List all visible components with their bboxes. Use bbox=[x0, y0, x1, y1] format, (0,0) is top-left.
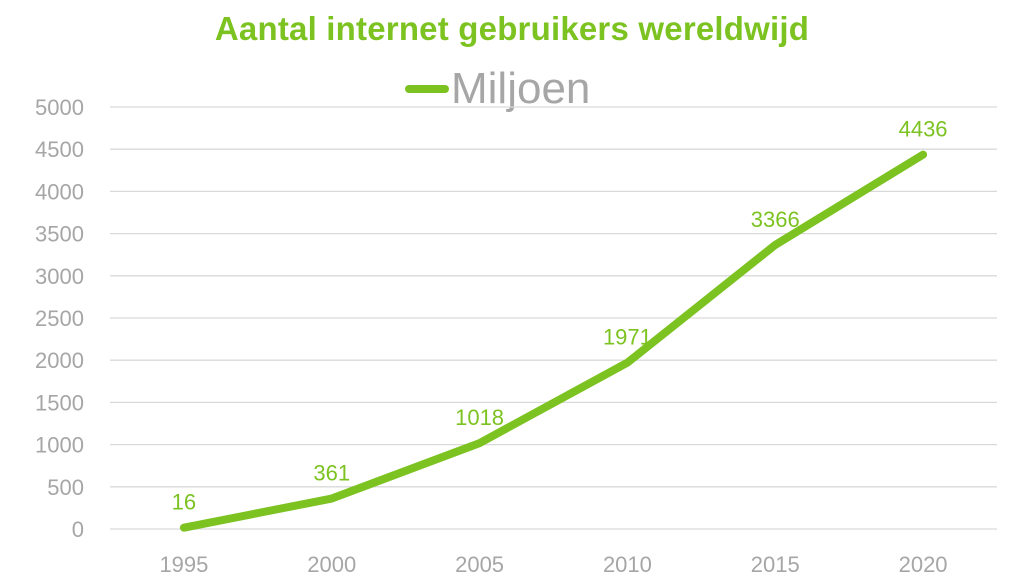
x-tick-label: 2020 bbox=[899, 552, 948, 577]
y-tick-label: 1500 bbox=[35, 390, 84, 415]
data-label: 16 bbox=[172, 490, 196, 515]
x-tick-label: 2015 bbox=[751, 552, 800, 577]
y-tick-label: 4000 bbox=[35, 179, 84, 204]
y-tick-label: 500 bbox=[47, 475, 84, 500]
x-tick-label: 2000 bbox=[307, 552, 356, 577]
x-axis-ticks: 1995 2000 2005 2010 2015 2020 bbox=[159, 552, 947, 577]
y-tick-label: 3000 bbox=[35, 264, 84, 289]
data-labels: 16 361 1018 1971 3366 4436 bbox=[172, 117, 948, 515]
x-tick-label: 2005 bbox=[455, 552, 504, 577]
chart-title: Aantal internet gebruikers wereldwijd bbox=[214, 10, 810, 47]
y-axis-ticks: 0 500 1000 1500 2000 2500 3000 3500 4000 4500 5000 bbox=[35, 95, 84, 542]
y-tick-label: 0 bbox=[72, 517, 84, 542]
series-miljoen bbox=[179, 150, 928, 532]
data-label: 1971 bbox=[603, 325, 652, 350]
y-tick-label: 1000 bbox=[35, 433, 84, 458]
x-tick-label: 1995 bbox=[159, 552, 208, 577]
y-tick-label: 3500 bbox=[35, 222, 84, 247]
legend-label: Miljoen bbox=[451, 64, 591, 113]
y-tick-label: 2500 bbox=[35, 306, 84, 331]
legend-swatch bbox=[405, 85, 449, 93]
y-tick-label: 4500 bbox=[35, 137, 84, 162]
y-tick-label: 5000 bbox=[35, 95, 84, 120]
gridlines bbox=[110, 106, 997, 530]
legend: Miljoen bbox=[405, 64, 590, 114]
series-line bbox=[179, 150, 928, 532]
data-label: 1018 bbox=[455, 405, 504, 430]
y-tick-label: 2000 bbox=[35, 348, 84, 373]
x-tick-label: 2010 bbox=[603, 552, 652, 577]
data-label: 4436 bbox=[899, 117, 948, 142]
data-label: 3366 bbox=[751, 207, 800, 232]
data-label: 361 bbox=[313, 461, 350, 486]
